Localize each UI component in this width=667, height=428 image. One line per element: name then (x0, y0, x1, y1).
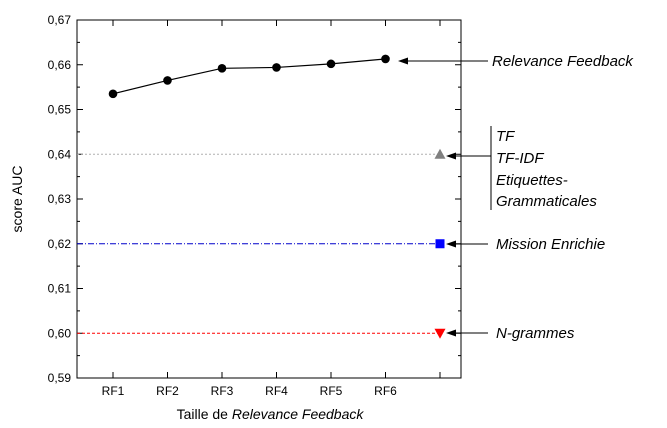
annotation-label: N-grammes (496, 325, 575, 342)
annotation-label: Relevance Feedback (492, 53, 634, 70)
reference-marker-mission (435, 239, 445, 249)
plot-frame (76, 19, 462, 379)
y-tick-label: 0,61 (48, 282, 72, 296)
y-tick-label: 0,60 (48, 326, 72, 340)
data-point (326, 59, 336, 69)
relevance-feedback-series (108, 54, 390, 99)
x-axis-title-plain: Taille de (177, 406, 232, 422)
annotation-n-grammes: N-grammes (446, 325, 575, 342)
annotation-label: TF (496, 128, 515, 145)
data-point (217, 64, 227, 73)
x-tick-label: RF6 (374, 384, 397, 398)
data-point (272, 63, 281, 72)
y-tick-label: 0,66 (48, 58, 72, 72)
annotation-mission-enrichie: Mission Enrichie (446, 236, 605, 253)
reference-lines (77, 148, 446, 339)
y-axis-ticks: 0,59 0,60 0,61 0,62 0,63 0,64 0,65 0,66 0,67 (48, 13, 461, 385)
annotation-label: Mission Enrichie (496, 236, 605, 253)
x-axis-title: Taille de Relevance Feedback (177, 406, 365, 422)
annotation-relevance-feedback: Relevance Feedback (398, 53, 634, 70)
data-point (163, 76, 172, 85)
arrowhead (446, 152, 456, 160)
annotation-label: Grammaticales (496, 193, 597, 210)
annotation-label: Etiquettes- (496, 172, 568, 189)
x-tick-label: RF2 (156, 384, 179, 398)
reference-marker-ngram (434, 328, 446, 339)
x-tick-label: RF1 (102, 384, 125, 398)
y-tick-label: 0,59 (48, 371, 72, 385)
arrowhead (446, 329, 456, 337)
reference-marker-tf (434, 148, 446, 159)
x-axis-ticks: RF1 RF2 RF3 RF4 RF5 RF6 (102, 20, 441, 398)
x-tick-label: RF4 (265, 384, 288, 398)
y-tick-label: 0,65 (48, 103, 72, 117)
y-tick-label: 0,67 (48, 13, 72, 27)
data-point (108, 89, 118, 99)
series-line (112, 58, 386, 95)
annotation-label: TF-IDF (496, 150, 544, 167)
x-axis-title-italic: Relevance Feedback (232, 406, 365, 422)
x-tick-label: RF3 (211, 384, 234, 398)
arrowhead (446, 240, 456, 248)
y-axis-title: score AUC (9, 166, 25, 233)
annotation-tf-group: TF TF-IDF Etiquettes- Grammaticales (446, 126, 597, 210)
arrowhead (398, 57, 408, 65)
x-tick-label: RF5 (320, 384, 343, 398)
y-tick-label: 0,63 (48, 192, 72, 206)
y-tick-label: 0,62 (48, 237, 72, 251)
data-point (381, 54, 390, 64)
y-tick-label: 0,64 (48, 147, 72, 161)
